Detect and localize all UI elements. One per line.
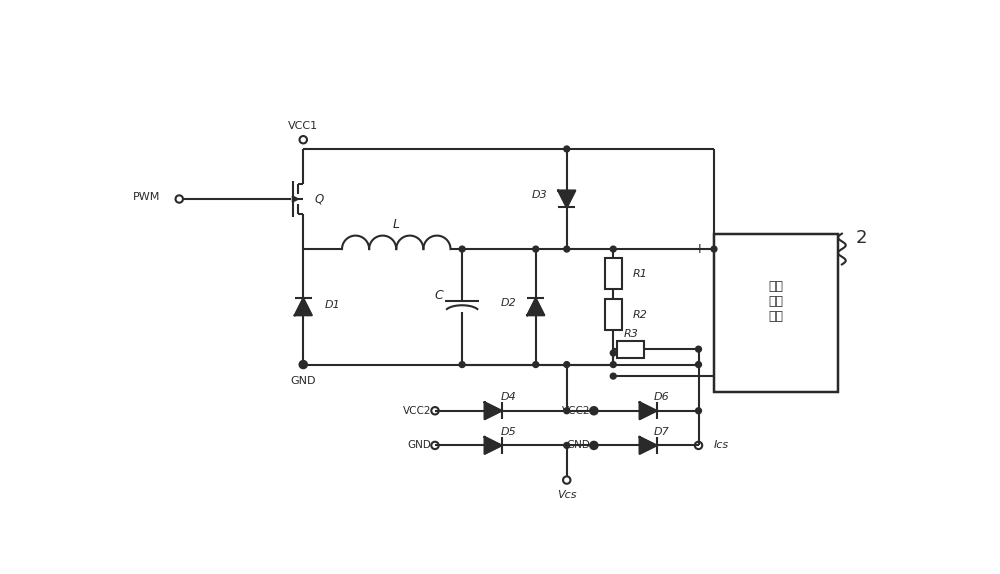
Text: GND: GND — [290, 377, 316, 386]
Text: VCC1: VCC1 — [288, 121, 318, 131]
Circle shape — [696, 362, 701, 367]
Bar — [605, 299, 622, 330]
Text: R3: R3 — [623, 329, 638, 339]
Circle shape — [564, 362, 570, 367]
Circle shape — [300, 362, 306, 367]
Circle shape — [533, 246, 539, 252]
Circle shape — [696, 408, 701, 414]
Polygon shape — [485, 402, 502, 419]
Bar — [714, 234, 838, 391]
Polygon shape — [485, 437, 502, 454]
Text: R1: R1 — [633, 269, 648, 279]
Text: 半导
体制
冷片: 半导 体制 冷片 — [768, 280, 784, 323]
Circle shape — [564, 146, 570, 152]
Text: Vcs: Vcs — [557, 490, 576, 501]
Text: VCC2: VCC2 — [403, 406, 431, 416]
Circle shape — [564, 408, 570, 414]
Text: Ics: Ics — [714, 440, 729, 451]
Text: −: − — [693, 369, 705, 383]
Circle shape — [459, 362, 465, 367]
Text: +: + — [693, 242, 705, 256]
Circle shape — [610, 373, 616, 379]
Circle shape — [564, 443, 570, 448]
Text: D1: D1 — [325, 300, 341, 309]
Polygon shape — [558, 191, 575, 207]
Bar — [617, 341, 644, 358]
Text: D7: D7 — [654, 426, 670, 437]
Text: GND: GND — [407, 440, 431, 451]
Circle shape — [711, 246, 717, 252]
Circle shape — [610, 350, 616, 356]
Text: D3: D3 — [532, 190, 547, 200]
Polygon shape — [295, 298, 312, 315]
Text: D2: D2 — [501, 298, 516, 308]
Circle shape — [610, 362, 616, 367]
Text: PWM: PWM — [132, 192, 160, 201]
Text: C: C — [434, 289, 443, 302]
Text: L: L — [393, 218, 400, 231]
Text: R2: R2 — [633, 309, 648, 320]
Circle shape — [591, 408, 597, 414]
Circle shape — [591, 443, 597, 448]
Text: VCC2: VCC2 — [562, 406, 590, 416]
Text: Q: Q — [315, 192, 324, 205]
Text: D5: D5 — [501, 426, 516, 437]
Bar — [605, 258, 622, 289]
Circle shape — [459, 246, 465, 252]
Text: GND: GND — [566, 440, 590, 451]
Text: 2: 2 — [856, 228, 867, 246]
Circle shape — [533, 362, 539, 367]
Polygon shape — [640, 402, 657, 419]
Text: D6: D6 — [654, 392, 670, 402]
Circle shape — [696, 346, 701, 352]
Circle shape — [564, 246, 570, 252]
Circle shape — [610, 246, 616, 252]
Text: D4: D4 — [501, 392, 516, 402]
Polygon shape — [640, 437, 657, 454]
Polygon shape — [527, 298, 544, 315]
